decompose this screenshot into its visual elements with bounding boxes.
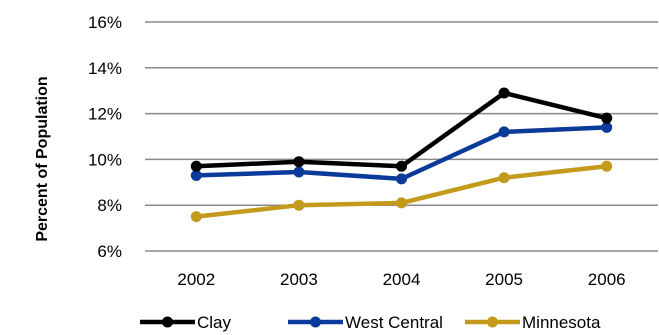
- y-tick-label: 14%: [88, 59, 122, 78]
- legend-swatch-marker: [487, 316, 498, 328]
- data-point-west-central: [293, 166, 305, 178]
- data-point-minnesota: [498, 172, 510, 184]
- data-point-west-central: [601, 121, 613, 133]
- legend-swatch-marker: [310, 316, 321, 328]
- x-tick-label: 2006: [588, 270, 626, 289]
- y-tick-label: 8%: [97, 196, 122, 215]
- data-point-clay: [190, 160, 202, 172]
- series-west-central: [190, 121, 613, 185]
- y-tick-label: 10%: [88, 150, 122, 169]
- y-tick-label: 6%: [97, 242, 122, 261]
- data-point-west-central: [190, 169, 202, 181]
- legend-label: West Central: [345, 313, 443, 332]
- data-point-minnesota: [396, 197, 407, 209]
- legend-swatch-marker: [162, 316, 173, 328]
- data-point-clay: [293, 156, 305, 168]
- data-point-clay: [498, 87, 510, 99]
- legend: Clay West Central Minnesota: [140, 313, 601, 332]
- data-point-west-central: [396, 173, 407, 185]
- data-point-west-central: [498, 126, 510, 138]
- x-tick-label: 2004: [383, 270, 421, 289]
- legend-label: Minnesota: [522, 313, 601, 332]
- gridlines: [145, 21, 658, 252]
- data-point-clay: [396, 160, 407, 172]
- x-tick-label: 2002: [177, 270, 215, 289]
- x-tick-label: 2005: [485, 270, 523, 289]
- data-point-minnesota: [601, 160, 613, 172]
- y-tick-label: 16%: [88, 13, 122, 32]
- y-tick-label: 12%: [88, 105, 122, 124]
- data-point-minnesota: [293, 199, 305, 211]
- series-lines: [190, 87, 613, 223]
- legend-item-minnesota: Minnesota: [465, 313, 601, 332]
- legend-label: Clay: [197, 313, 232, 332]
- x-tick-label: 2003: [280, 270, 318, 289]
- legend-item-west-central: West Central: [288, 313, 443, 332]
- x-axis-ticks: 2002 2003 2004 2005 2006: [177, 270, 625, 289]
- series-minnesota: [190, 160, 613, 223]
- legend-item-clay: Clay: [140, 313, 232, 332]
- y-axis-ticks: 6% 8% 10% 12% 14% 16%: [88, 13, 122, 261]
- y-axis-title: Percent of Population: [34, 76, 51, 241]
- series-clay: [190, 87, 613, 172]
- data-point-clay: [601, 112, 613, 124]
- data-point-minnesota: [190, 211, 202, 223]
